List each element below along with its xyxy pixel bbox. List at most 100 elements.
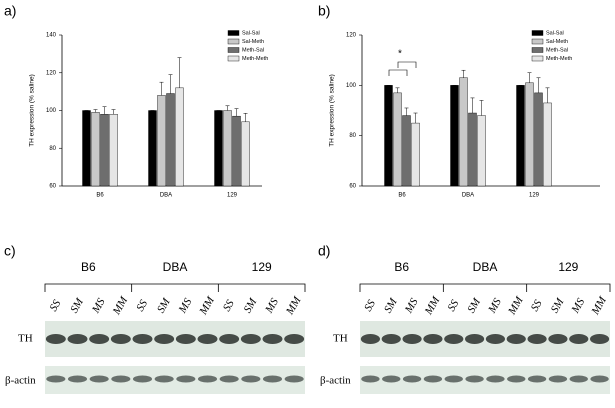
band-th <box>590 334 610 344</box>
band-th <box>175 334 196 344</box>
error-bar <box>234 108 239 117</box>
band-actin <box>219 375 239 383</box>
band-th <box>402 334 422 344</box>
bar <box>516 85 525 187</box>
y-tick-label: 140 <box>46 33 57 39</box>
lane-label: SM <box>382 296 400 315</box>
y-axis-label: TH expression (% saline) <box>29 74 36 147</box>
lane-label: MS <box>263 296 281 316</box>
error-bar <box>470 97 475 114</box>
bar <box>402 115 411 187</box>
row-label: β-actin <box>320 375 351 387</box>
bar <box>393 92 402 187</box>
significance-bracket <box>388 61 417 76</box>
error-bar <box>527 72 532 83</box>
legend-label: Sal-Sal <box>242 30 260 36</box>
legend-swatch <box>531 30 544 36</box>
lane-label: MS <box>402 296 420 316</box>
lane-label: SS <box>445 298 461 314</box>
legend-swatch <box>227 38 240 45</box>
band-th <box>45 334 66 344</box>
bar <box>100 114 109 187</box>
legend-label: Sal-Sal <box>546 30 564 36</box>
band-actin <box>361 375 380 383</box>
group-label: DBA <box>163 260 188 274</box>
band-actin <box>486 375 505 383</box>
annotation: * <box>398 49 402 60</box>
bar <box>232 115 241 187</box>
y-tick-label: 100 <box>346 83 357 89</box>
band-th <box>527 334 547 344</box>
bar <box>384 85 393 187</box>
y-tick-label: 100 <box>46 108 57 114</box>
lane-label: MM <box>422 294 442 317</box>
panel-label: a) <box>4 3 16 19</box>
band-actin <box>176 375 196 383</box>
x-tick-label: 129 <box>227 193 238 199</box>
error-bar <box>111 109 116 115</box>
band-th <box>197 334 218 344</box>
lane-label: SS <box>362 298 378 314</box>
band-th <box>381 334 401 344</box>
band-th <box>444 334 464 344</box>
x-tick-label: B6 <box>398 193 406 199</box>
error-bar <box>159 81 164 96</box>
bar <box>214 110 223 187</box>
error-bar <box>413 112 418 124</box>
group-label: 129 <box>252 260 272 274</box>
band-actin <box>154 375 174 383</box>
bar <box>175 87 184 187</box>
error-bar <box>536 77 541 93</box>
band-th <box>465 334 485 344</box>
error-bar <box>545 87 550 103</box>
band-th <box>360 334 380 344</box>
legend-label: Meth-Sal <box>242 47 264 53</box>
lane-label: SS <box>134 298 150 314</box>
lane-label: SS <box>529 298 545 314</box>
band-actin <box>241 375 261 383</box>
lane-label: SM <box>242 296 260 315</box>
bar <box>166 93 175 187</box>
lane-label: MS <box>486 296 504 316</box>
bar <box>543 102 552 187</box>
group-label: B6 <box>81 260 96 274</box>
error-bar <box>102 106 107 115</box>
legend-swatch <box>531 47 544 53</box>
band-actin <box>284 375 304 383</box>
band-actin <box>132 375 153 383</box>
band-actin <box>444 375 463 383</box>
legend-label: Sal-Meth <box>546 39 568 45</box>
band-th <box>262 334 283 344</box>
y-tick-label: 80 <box>349 133 356 139</box>
bar <box>223 110 232 187</box>
y-tick-label: 120 <box>346 33 357 39</box>
band-actin <box>548 375 568 383</box>
bar <box>525 82 534 187</box>
bar <box>82 110 91 187</box>
error-bar <box>461 69 466 78</box>
band-th <box>569 334 589 344</box>
band-th <box>154 334 175 344</box>
error-bar <box>404 107 409 116</box>
row-label: TH <box>333 333 348 345</box>
blot-actin <box>45 366 305 394</box>
legend-label: Meth-Meth <box>546 56 572 62</box>
blot-th <box>360 321 610 357</box>
y-axis-label: TH expression (% saline) <box>329 74 336 147</box>
bar <box>148 110 157 187</box>
error-bar <box>479 100 484 116</box>
lane-label: MS <box>569 296 587 316</box>
y-tick-label: 120 <box>46 70 57 76</box>
bar <box>157 95 166 187</box>
error-bar <box>395 87 400 93</box>
legend-swatch <box>531 55 544 62</box>
band-th <box>132 334 153 344</box>
band-th <box>485 334 505 344</box>
band-actin <box>527 375 547 383</box>
panel-label: d) <box>318 243 330 259</box>
lane-label: MM <box>506 294 526 317</box>
row-label: β-actin <box>5 375 36 387</box>
legend-swatch <box>227 47 240 53</box>
lane-label: SS <box>221 298 237 314</box>
bar <box>459 77 468 187</box>
